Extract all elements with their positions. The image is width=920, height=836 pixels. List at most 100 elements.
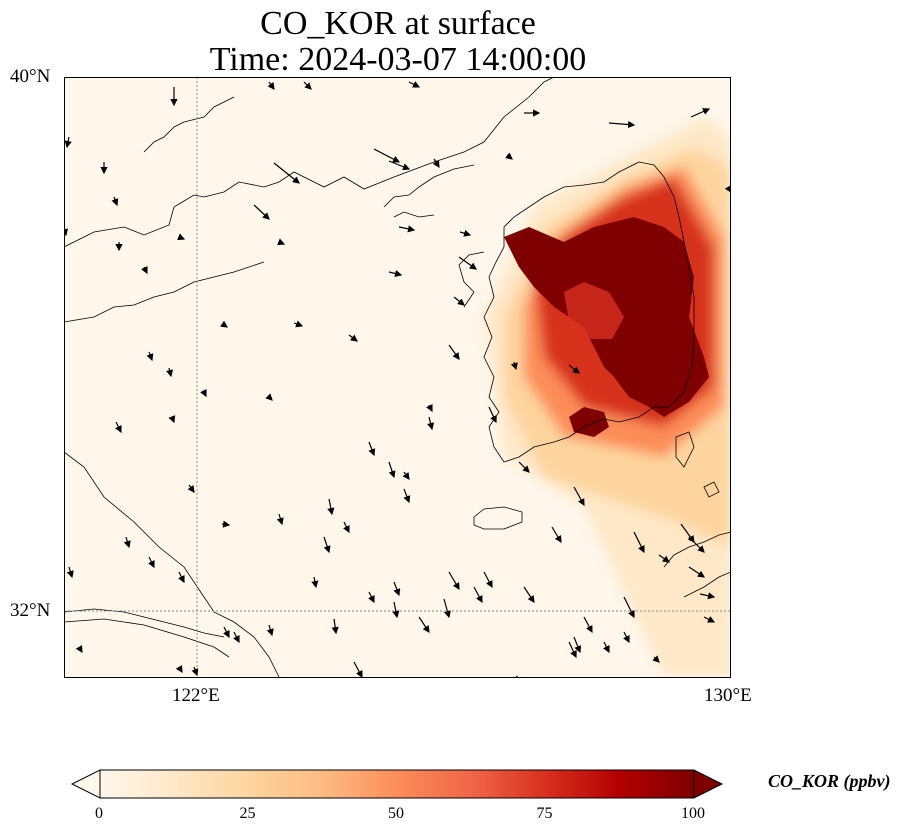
wind-vectors xyxy=(64,81,731,678)
map-frame xyxy=(64,77,731,678)
wind-arrow xyxy=(392,601,400,619)
colorbar-tick-label: 50 xyxy=(388,805,404,822)
wind-arrow xyxy=(523,586,535,603)
wind-arrow xyxy=(220,320,228,328)
wind-arrow xyxy=(331,618,339,635)
colorbar-gradient xyxy=(99,769,695,799)
wind-arrow xyxy=(368,441,376,457)
wind-arrow xyxy=(323,536,331,554)
wind-arrow xyxy=(111,196,119,207)
wind-arrow xyxy=(551,526,562,544)
colorbar-title: CO_KOR (ppbv) xyxy=(768,771,891,791)
wind-arrow xyxy=(64,136,72,149)
wind-arrow xyxy=(166,367,174,378)
wind-arrow xyxy=(273,162,300,184)
wind-arrow xyxy=(115,421,122,434)
colorbar-tick-label: 100 xyxy=(681,805,705,822)
lon-tick-label: 130°E xyxy=(704,685,752,706)
wind-arrow xyxy=(75,645,83,654)
wind-arrow xyxy=(703,616,716,623)
wind-arrow xyxy=(690,108,711,118)
map-title: CO_KOR at surface xyxy=(260,5,536,42)
colorbar-tick-label: 75 xyxy=(536,805,553,822)
colorbar-tick-label: 0 xyxy=(95,805,103,822)
wind-arrow xyxy=(483,571,493,589)
wind-arrow xyxy=(573,486,585,507)
wind-arrow xyxy=(233,631,240,644)
wind-arrow xyxy=(168,415,176,424)
wind-arrow xyxy=(448,571,460,591)
wind-arrow xyxy=(353,661,363,678)
wind-arrow xyxy=(633,531,645,554)
wind-arrow xyxy=(623,631,630,644)
wind-arrow xyxy=(267,81,275,90)
lat-tick-label: 40°N xyxy=(10,66,51,87)
wind-arrow xyxy=(568,364,580,374)
map-panel xyxy=(64,77,731,678)
wind-arrow xyxy=(699,592,716,600)
wind-arrow xyxy=(402,471,410,480)
wind-arrow xyxy=(148,556,155,569)
wind-arrow xyxy=(688,536,705,553)
wind-arrow xyxy=(368,591,375,604)
wind-arrow xyxy=(459,229,472,237)
wind-arrow xyxy=(303,81,312,90)
colorbar-tick-label: 25 xyxy=(239,805,256,822)
wind-arrow xyxy=(432,158,440,169)
wind-arrow xyxy=(277,238,286,246)
wind-arrow xyxy=(426,404,433,413)
wind-arrow xyxy=(223,626,230,639)
wind-arrow xyxy=(311,576,319,589)
wind-arrow xyxy=(443,598,451,619)
wind-arrow xyxy=(265,393,273,401)
wind-arrow xyxy=(398,225,416,233)
wind-arrow xyxy=(458,256,477,270)
wind-arrow xyxy=(453,296,465,306)
wind-arrow xyxy=(473,586,483,604)
wind-arrow xyxy=(373,148,401,163)
wind-arrow xyxy=(200,389,207,398)
wind-arrow xyxy=(123,536,131,549)
wind-arrow xyxy=(141,266,148,275)
wind-arrow xyxy=(327,498,335,516)
wind-arrow xyxy=(658,554,670,563)
wind-arrow xyxy=(623,596,635,619)
wind-arrow xyxy=(488,406,497,424)
wind-arrow xyxy=(276,513,284,526)
wind-arrow xyxy=(418,616,430,633)
wind-arrow xyxy=(388,270,403,278)
wind-arrow xyxy=(221,520,231,528)
wind-arrow xyxy=(293,320,304,328)
wind-arrow xyxy=(568,641,577,659)
wind-arrow xyxy=(403,488,411,504)
wind-arrow xyxy=(177,233,186,241)
map-timestamp: Time: 2024-03-07 14:00:00 xyxy=(209,41,587,78)
wind-arrow xyxy=(573,636,582,654)
wind-arrow xyxy=(608,120,636,129)
coastlines xyxy=(64,77,731,678)
wind-arrow xyxy=(175,665,183,674)
colorbar xyxy=(70,769,724,799)
wind-arrow xyxy=(448,344,460,360)
wind-arrow xyxy=(343,521,350,534)
wind-arrow xyxy=(408,81,421,88)
wind-arrow xyxy=(603,641,610,654)
wind-arrow xyxy=(146,351,154,362)
wind-arrow xyxy=(191,666,199,677)
wind-arrow xyxy=(266,624,274,637)
wind-arrow xyxy=(393,581,401,597)
lat-tick-label: 32°N xyxy=(10,600,51,621)
wind-arrow xyxy=(388,160,411,171)
wind-arrow xyxy=(348,334,358,342)
colorbar-extend-high xyxy=(693,769,724,799)
wind-arrow xyxy=(518,461,530,473)
wind-arrow xyxy=(505,152,513,160)
wind-arrow xyxy=(652,655,660,663)
wind-arrow xyxy=(688,566,705,578)
wind-arrow xyxy=(510,361,518,371)
wind-arrow xyxy=(427,416,435,431)
wind-arrow xyxy=(178,571,185,584)
wind-arrow xyxy=(187,484,195,493)
colorbar-extend-low xyxy=(70,769,101,799)
lon-tick-label: 122°E xyxy=(172,685,220,706)
